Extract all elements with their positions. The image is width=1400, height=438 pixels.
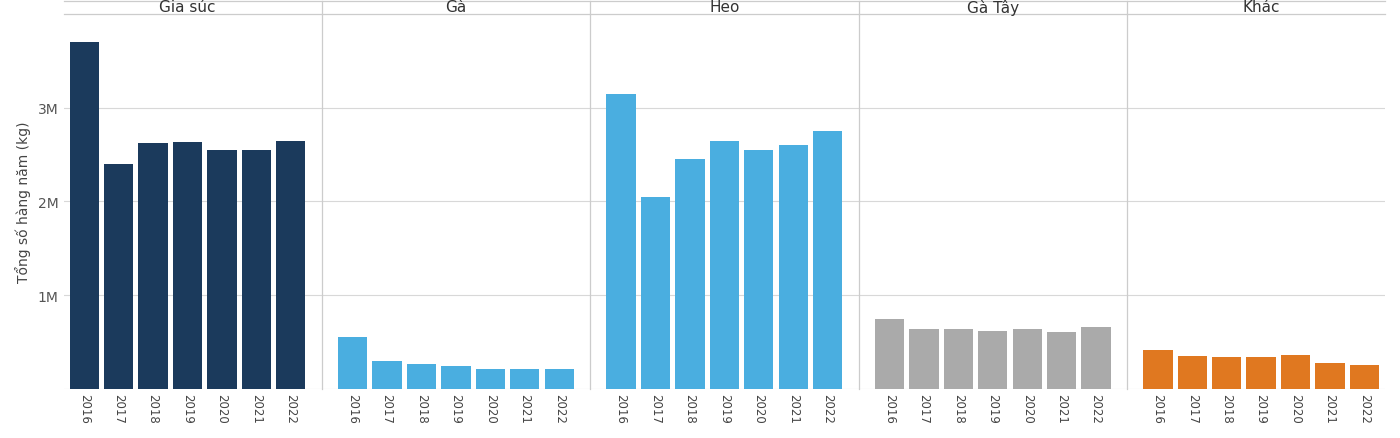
Bar (944, 329, 973, 389)
Bar (641, 198, 671, 389)
Bar (1281, 355, 1310, 389)
Text: Gà Tây: Gà Tây (966, 0, 1019, 15)
Bar (1316, 364, 1344, 389)
Bar (710, 141, 739, 389)
Bar (207, 151, 237, 389)
Bar (745, 151, 773, 389)
Text: Gia súc: Gia súc (160, 0, 216, 15)
Bar (1177, 357, 1207, 389)
Bar (1012, 329, 1042, 389)
Text: Gà: Gà (445, 0, 466, 15)
Bar (778, 146, 808, 389)
Bar (276, 141, 305, 389)
Bar (242, 151, 272, 389)
Bar (70, 43, 99, 389)
Bar (606, 95, 636, 389)
Bar (1246, 357, 1275, 389)
Text: Khác: Khác (1242, 0, 1280, 15)
Bar (875, 319, 904, 389)
Bar (813, 132, 843, 389)
Bar (1212, 357, 1242, 389)
Bar (1350, 365, 1379, 389)
Bar (510, 369, 539, 389)
Bar (337, 338, 367, 389)
Bar (1144, 350, 1173, 389)
Bar (407, 364, 437, 389)
Bar (139, 144, 168, 389)
Bar (172, 143, 202, 389)
Bar (104, 165, 133, 389)
Bar (979, 332, 1008, 389)
Bar (476, 369, 505, 389)
Bar (1047, 332, 1077, 389)
Y-axis label: Tổng số hàng năm (kg): Tổng số hàng năm (kg) (15, 121, 31, 283)
Text: Heo: Heo (710, 0, 739, 15)
Bar (545, 369, 574, 389)
Bar (1081, 327, 1110, 389)
Bar (675, 160, 704, 389)
Bar (909, 329, 938, 389)
Bar (441, 366, 470, 389)
Bar (372, 361, 402, 389)
